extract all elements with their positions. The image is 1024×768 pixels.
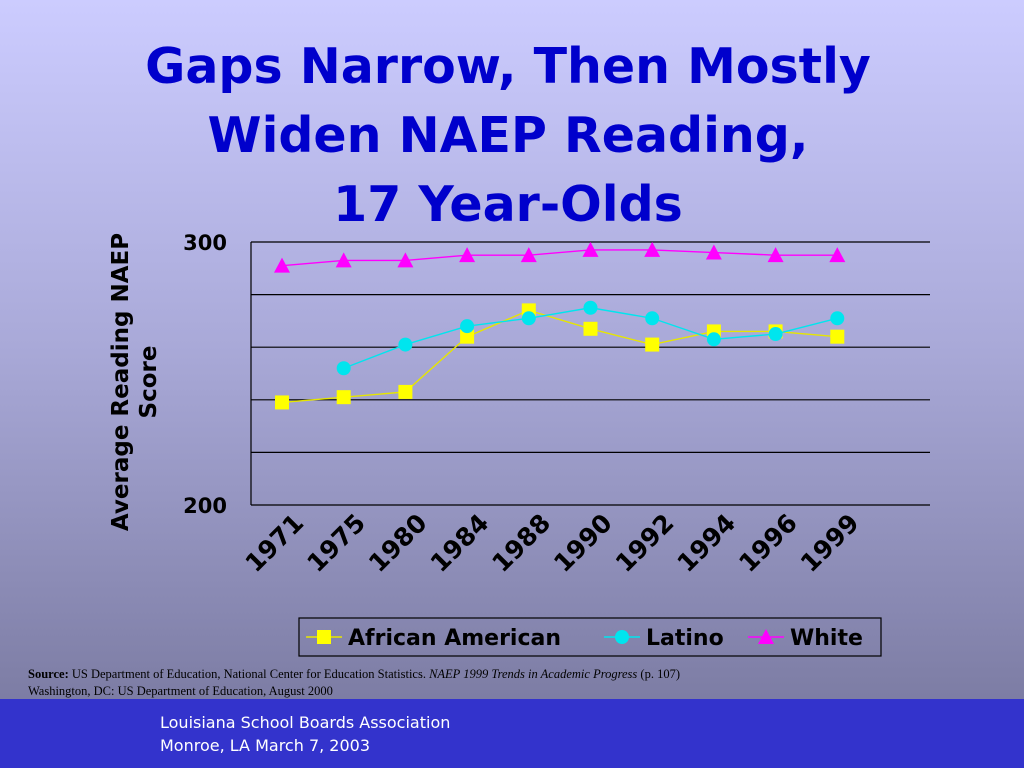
series-line-african-american — [281, 309, 838, 404]
x-tick-label: 1988 — [486, 508, 556, 578]
x-tick-label: 1984 — [425, 508, 495, 578]
data-point-african-american — [583, 321, 598, 336]
data-point-latino — [583, 300, 598, 315]
legend-label-white: White — [790, 626, 863, 651]
data-point-white — [520, 247, 537, 263]
title-line-1: Gaps Narrow, Then Mostly — [145, 38, 871, 95]
series-line-latino — [343, 307, 838, 369]
data-point-latino — [336, 361, 351, 376]
footer-organization: Louisiana School Boards Association — [160, 713, 451, 732]
data-point-white — [459, 247, 476, 263]
data-point-latino — [398, 337, 413, 352]
data-point-white — [582, 241, 599, 257]
slide-title: Gaps Narrow, Then Mostly Widen NAEP Read… — [0, 32, 1016, 239]
data-point-white — [705, 244, 722, 260]
legend-marker-african-american — [317, 630, 331, 644]
y-tick-label: 300 — [183, 231, 227, 255]
source-label: Source: — [28, 667, 69, 681]
data-point-white — [644, 241, 661, 257]
data-point-latino — [521, 311, 536, 326]
x-tick-label: 1992 — [610, 508, 680, 578]
data-point-latino — [768, 327, 783, 342]
data-point-white — [397, 252, 414, 268]
x-tick-label: 1990 — [548, 508, 618, 578]
y-axis-label: Average Reading NAEPScore — [108, 233, 162, 531]
data-point-african-american — [275, 395, 289, 410]
x-tick-label: 1999 — [795, 508, 865, 578]
y-tick-label: 200 — [183, 494, 227, 518]
data-point-african-american — [830, 329, 845, 344]
source-text: US Department of Education, National Cen… — [71, 667, 426, 681]
data-point-african-american — [645, 337, 660, 352]
series-line-white — [281, 249, 838, 267]
x-tick-label: 1980 — [363, 508, 433, 578]
title-line-2: Widen NAEP Reading, — [207, 107, 809, 164]
source-citation: Source: US Department of Education, Nati… — [28, 666, 928, 700]
source-publication: NAEP 1999 Trends in Academic Progress — [429, 667, 638, 681]
data-point-white — [274, 257, 290, 273]
x-tick-label: 1994 — [672, 508, 742, 578]
line-chart: 3002001971197519801984198819901992199419… — [108, 231, 930, 657]
source-line-2: Washington, DC: US Department of Educati… — [28, 684, 333, 698]
legend-marker-latino — [615, 630, 629, 644]
data-point-african-american — [460, 329, 475, 344]
x-tick-label: 1971 — [240, 508, 310, 578]
footer-bar: Louisiana School Boards Association Monr… — [0, 699, 1024, 768]
x-tick-label: 1975 — [301, 508, 371, 578]
title-line-3: 17 Year-Olds — [333, 176, 683, 233]
source-page: (p. 107) — [640, 667, 680, 681]
data-point-latino — [830, 311, 845, 326]
legend-label-african-american: African American — [348, 626, 561, 651]
data-point-african-american — [398, 384, 413, 399]
x-tick-label: 1996 — [733, 508, 803, 578]
data-point-latino — [645, 311, 660, 326]
data-point-white — [829, 247, 846, 263]
legend-box — [298, 617, 882, 657]
legend-marker-white — [758, 629, 774, 644]
data-point-white — [767, 247, 784, 263]
footer-location-date: Monroe, LA March 7, 2003 — [160, 736, 371, 755]
legend-label-latino: Latino — [646, 626, 724, 651]
data-point-white — [335, 252, 352, 268]
data-point-african-american — [336, 390, 351, 405]
data-point-latino — [460, 319, 475, 334]
data-point-latino — [706, 332, 721, 347]
